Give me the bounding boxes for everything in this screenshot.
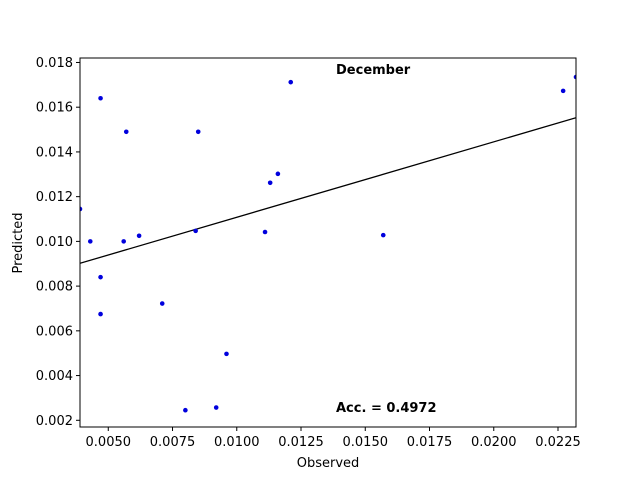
x-tick-label: 0.0225: [535, 435, 581, 450]
data-point: [98, 274, 103, 280]
accuracy-annotation: Acc. = 0.4972: [336, 401, 437, 416]
data-point: [98, 311, 103, 317]
x-tick-label: 0.0175: [407, 435, 453, 450]
data-point: [183, 407, 188, 413]
data-point: [121, 239, 126, 244]
data-point: [275, 171, 281, 177]
data-point: [573, 74, 576, 80]
data-point: [136, 233, 142, 239]
x-axis-label: Observed: [297, 456, 360, 471]
x-tick-label: 0.0125: [278, 435, 324, 450]
y-tick-label: 0.010: [36, 235, 73, 250]
y-tick-label: 0.018: [36, 56, 73, 71]
data-point: [87, 239, 93, 244]
data-point: [560, 88, 566, 94]
data-point: [380, 232, 386, 238]
data-point: [123, 129, 129, 135]
data-point: [159, 301, 165, 306]
data-point: [98, 95, 103, 101]
data-point: [80, 206, 83, 212]
y-tick-label: 0.006: [36, 324, 73, 339]
data-point: [288, 79, 294, 85]
y-tick-label: 0.012: [36, 190, 73, 205]
y-tick-label: 0.008: [36, 280, 73, 295]
x-tick-label: 0.0100: [214, 435, 260, 450]
x-axis: 0.0050 0.0075 0.0100 0.0125 0.0150 0.0175 0.02…: [86, 427, 581, 450]
y-axis: 0.002 0.004 0.006 0.008 0.010 0.012 0.014 0.016…: [36, 56, 80, 429]
x-tick-label: 0.0075: [150, 435, 196, 450]
y-tick-label: 0.016: [36, 101, 73, 116]
regression-line: [80, 117, 576, 264]
data-point: [195, 129, 201, 135]
data-point: [213, 405, 219, 410]
x-tick-label: 0.0200: [471, 435, 517, 450]
data-point: [224, 351, 229, 357]
y-tick-label: 0.002: [36, 414, 73, 429]
month-annotation: December: [336, 63, 411, 78]
data-point: [267, 180, 273, 186]
points-layer: [80, 74, 576, 413]
x-tick-label: 0.0050: [86, 435, 132, 450]
y-axis-label: Predicted: [11, 212, 26, 273]
fit-line-layer: [80, 117, 576, 264]
plot-frame: [79, 57, 577, 428]
y-tick-label: 0.014: [36, 145, 73, 160]
y-tick-label: 0.004: [36, 369, 73, 384]
x-tick-label: 0.0150: [343, 435, 389, 450]
data-point: [262, 229, 268, 235]
data-point: [193, 228, 198, 234]
